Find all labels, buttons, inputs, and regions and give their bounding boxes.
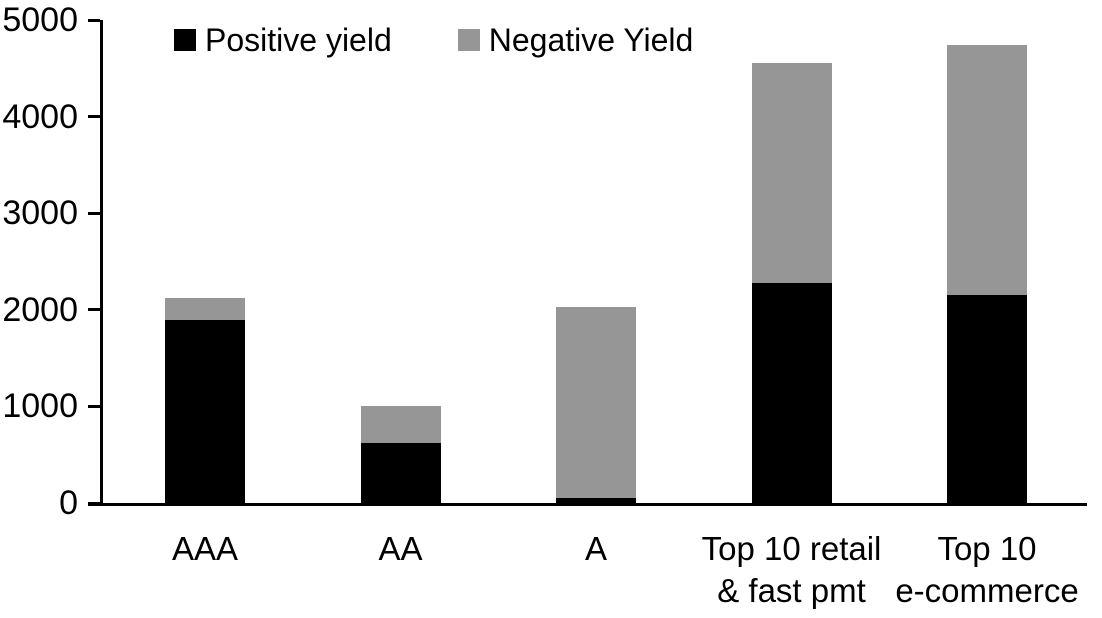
- bar-segment-positive-3: [751, 282, 832, 503]
- y-axis-tick: [88, 211, 100, 215]
- x-category-label-line: Top 10: [937, 530, 1037, 567]
- x-category-label: Top 10 e-commerce: [857, 528, 1102, 612]
- x-category-label-line: AA: [378, 530, 423, 567]
- bar-segment-positive-1: [360, 443, 441, 503]
- bar-segment-negative-3: [751, 63, 832, 283]
- legend-swatch-positive-yield: [174, 29, 196, 51]
- chart-legend: Positive yield Negative Yield: [174, 22, 693, 58]
- x-category-label-line: & fast pmt: [717, 572, 866, 609]
- y-axis-line: [100, 20, 103, 506]
- y-axis-tick: [88, 501, 100, 505]
- legend-label-positive-yield: Positive yield: [205, 22, 392, 58]
- y-tick-label: 3000: [2, 194, 78, 233]
- bar-segment-positive-2: [556, 498, 636, 503]
- y-axis-tick: [88, 308, 100, 312]
- bar-segment-negative-1: [360, 406, 441, 444]
- x-category-label: Top 10 retail & fast pmt: [662, 528, 922, 612]
- legend-item-positive-yield: Positive yield: [174, 22, 392, 58]
- bar-segment-negative-2: [556, 306, 636, 499]
- y-tick-label: 5000: [2, 1, 78, 39]
- bar-segment-negative-0: [165, 298, 245, 321]
- x-category-label-line: e-commerce: [895, 572, 1079, 609]
- y-tick-label: 1000: [2, 387, 78, 426]
- x-category-label-line: AAA: [171, 530, 239, 567]
- y-tick-label: 4000: [2, 97, 78, 136]
- bar-segment-negative-4: [947, 45, 1027, 296]
- legend-label-negative-yield: Negative Yield: [488, 22, 694, 58]
- y-axis-tick: [88, 18, 100, 22]
- x-category-label-line: A: [584, 530, 607, 567]
- y-tick-label: 0: [59, 484, 78, 522]
- bar-segment-positive-4: [947, 295, 1027, 503]
- x-category-label: AAA: [75, 528, 335, 570]
- x-axis-line: [88, 503, 1087, 506]
- x-category-label: AA: [271, 528, 531, 570]
- x-category-label-line: Top 10 retail: [701, 530, 882, 567]
- y-tick-label: 2000: [2, 290, 78, 329]
- bar-segment-positive-0: [165, 320, 245, 503]
- legend-item-negative-yield: Negative Yield: [457, 22, 694, 58]
- x-category-label: A: [466, 528, 726, 570]
- legend-swatch-negative-yield: [457, 29, 480, 51]
- y-axis-tick: [88, 115, 100, 119]
- y-axis-tick: [88, 404, 100, 408]
